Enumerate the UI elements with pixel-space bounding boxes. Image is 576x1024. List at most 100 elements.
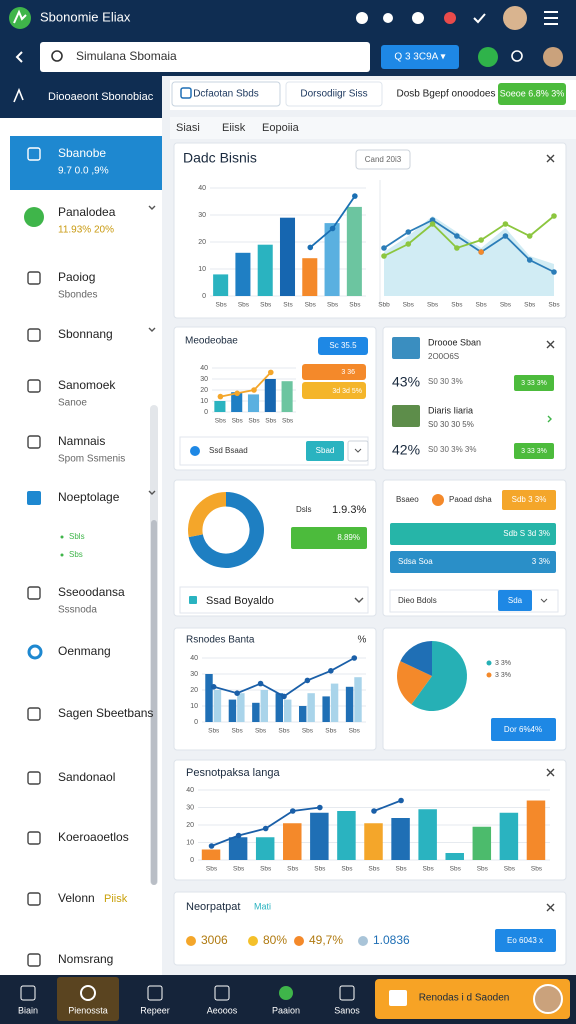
top-icons [356, 6, 558, 30]
line-point [251, 387, 257, 393]
nav-label: Sanomoek [58, 378, 116, 392]
menu-icon[interactable] [544, 17, 558, 19]
tab[interactable] [285, 81, 383, 107]
chevron[interactable] [354, 597, 364, 603]
y-tick-label: 0 [194, 719, 198, 726]
dropdown[interactable] [347, 440, 369, 462]
cta-button[interactable] [375, 979, 570, 1019]
bar [391, 818, 410, 860]
search-icon[interactable] [511, 50, 523, 62]
line-point [454, 245, 460, 251]
progress-button[interactable] [502, 490, 556, 510]
icon[interactable] [478, 47, 498, 67]
search-button[interactable] [381, 45, 459, 69]
bar [354, 677, 362, 722]
chip-value: 80% [263, 933, 287, 947]
nav-icon[interactable] [20, 985, 36, 1001]
nav-sub: Sbondes [58, 290, 97, 301]
x-tick-label: Sbs [451, 302, 463, 309]
menu-icon[interactable] [544, 11, 558, 13]
card-button[interactable] [355, 149, 411, 170]
close-icon[interactable] [546, 154, 555, 163]
bar [337, 811, 356, 860]
bar [324, 223, 340, 296]
menu-icon[interactable] [544, 23, 558, 25]
nav-icon[interactable] [214, 985, 230, 1001]
y-tick-label: 30 [200, 376, 208, 383]
tab-label: Dorsodiigr Siss [300, 89, 367, 100]
chevron[interactable] [148, 490, 156, 495]
item-percent: 43% [392, 374, 420, 390]
x-tick-label: Sbs [260, 866, 272, 873]
nav-icon[interactable] [339, 985, 355, 1001]
nav-icon [27, 586, 41, 600]
x-tick-label: Sbs [305, 302, 317, 309]
nav-icon[interactable] [147, 985, 163, 1001]
chip-dot [248, 936, 258, 946]
bar [205, 674, 213, 722]
y-tick-label: 30 [198, 212, 206, 219]
tab-button[interactable] [498, 83, 566, 105]
x-tick-label: Sbs [477, 866, 489, 873]
pill-label: 3 36 [341, 369, 355, 376]
avatar[interactable] [503, 6, 527, 30]
chevron[interactable] [148, 327, 156, 332]
bar [213, 274, 229, 296]
back-icon[interactable] [15, 51, 23, 63]
thumbnail [392, 405, 420, 427]
footer-icon [189, 596, 197, 604]
breakdown-button[interactable] [491, 718, 556, 741]
line-point [235, 832, 242, 839]
sidebar-icon [13, 87, 24, 103]
share-value: 1.9.3% [332, 504, 366, 516]
line-point [289, 808, 296, 814]
x-tick-label: Sbs [500, 302, 512, 309]
nav-icon[interactable] [279, 986, 293, 1000]
icon[interactable] [444, 12, 456, 24]
bar [213, 690, 222, 722]
close-icon[interactable] [546, 903, 555, 912]
sidebar-header-bg [0, 76, 162, 118]
search-input[interactable] [40, 42, 370, 72]
nav-bullet [60, 535, 64, 539]
y-tick-label: 10 [198, 266, 206, 273]
close-icon[interactable] [546, 768, 555, 777]
nav-icon [27, 892, 41, 906]
bar [237, 693, 245, 722]
line-point [429, 217, 436, 223]
chevron[interactable] [148, 205, 156, 210]
footer-button[interactable] [498, 590, 532, 611]
icon[interactable] [383, 13, 393, 23]
nav-label: Sbonnang [58, 327, 113, 341]
close-icon[interactable] [546, 340, 555, 349]
sidebar-header: Diooaeont Sbonobiac [48, 91, 154, 103]
y-tick-label: 10 [190, 703, 198, 710]
line-point [478, 237, 484, 243]
y-tick-label: 0 [202, 293, 206, 300]
chip-value: 49,7% [309, 933, 343, 947]
icon[interactable] [356, 12, 368, 24]
y-tick-label: 20 [186, 822, 194, 829]
tab-active[interactable] [171, 81, 281, 107]
footer-icon [190, 446, 200, 456]
chevron[interactable] [547, 415, 552, 423]
summary-button[interactable] [495, 929, 556, 952]
x-tick-label: Sbs [531, 866, 543, 873]
line-point [454, 233, 460, 239]
nav-sub: Sanoe [58, 398, 87, 409]
line-point [429, 221, 436, 227]
x-tick-label: Sbs [302, 728, 314, 735]
bar [252, 702, 260, 722]
icon[interactable] [473, 13, 486, 24]
progress-bar [390, 523, 556, 545]
nav-icon [27, 147, 41, 161]
nav-icon[interactable] [80, 985, 96, 1001]
avatar[interactable] [543, 47, 563, 67]
line-point [351, 655, 358, 661]
x-tick-label: Sbs [278, 728, 290, 735]
icon[interactable] [412, 12, 424, 24]
item-detail: S0 30 3% [428, 377, 463, 386]
footer-button[interactable] [306, 441, 344, 461]
legend-label: 3 3% [495, 672, 511, 679]
